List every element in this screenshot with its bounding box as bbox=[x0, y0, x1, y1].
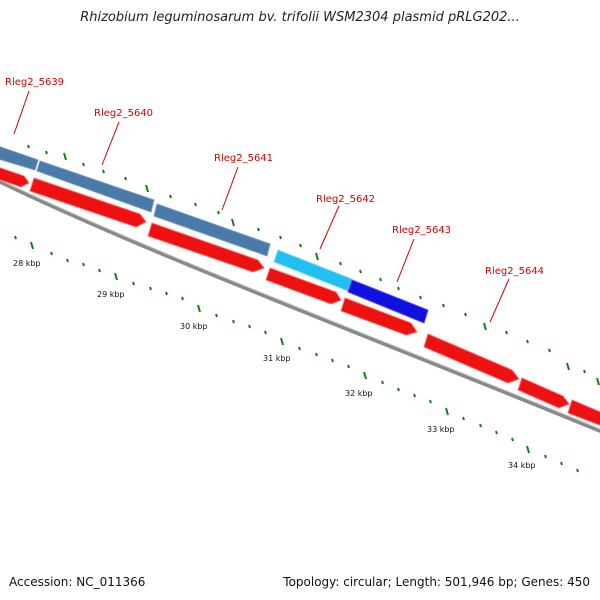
gene-red-1[interactable] bbox=[0, 166, 30, 188]
lower-ticks bbox=[14, 235, 579, 473]
backbone-track bbox=[0, 179, 600, 434]
kbp-label: 31 kbp bbox=[263, 354, 291, 363]
gene-rleg2-5643[interactable] bbox=[347, 279, 429, 324]
map-title: Rhizobium leguminosarum bv. trifolii WSM… bbox=[80, 10, 520, 25]
kbp-label: 34 kbp bbox=[508, 461, 536, 470]
gene-red-5[interactable] bbox=[340, 297, 418, 336]
gene-red-6[interactable] bbox=[423, 333, 520, 384]
gene-label[interactable]: Rleg2_5642 bbox=[316, 194, 375, 205]
backbone-highlight bbox=[0, 179, 600, 430]
gene-red-4[interactable] bbox=[265, 267, 342, 305]
kbp-label: 28 kbp bbox=[13, 259, 41, 268]
reverse-strand-genes bbox=[0, 166, 600, 429]
gene-label[interactable]: Rleg2_5641 bbox=[214, 153, 273, 164]
gene-rleg2-5641[interactable] bbox=[153, 203, 271, 257]
kbp-label: 33 kbp bbox=[427, 425, 455, 434]
forward-strand-genes bbox=[0, 145, 429, 324]
gene-rleg2-5639[interactable] bbox=[0, 145, 39, 171]
gene-label-group: Rleg2_5639 Rleg2_5640 Rleg2_5641 Rleg2_5… bbox=[5, 77, 544, 277]
upper-ticks bbox=[27, 144, 600, 386]
gene-red-3[interactable] bbox=[147, 222, 265, 273]
gene-red-7[interactable] bbox=[517, 377, 570, 409]
gene-label[interactable]: Rleg2_5639 bbox=[5, 77, 64, 88]
kbp-label: 32 kbp bbox=[345, 389, 373, 398]
kbp-label-group: 28 kbp 29 kbp 30 kbp 31 kbp 32 kbp 33 kb… bbox=[13, 259, 536, 470]
gene-red-8[interactable] bbox=[567, 399, 600, 429]
genome-stats-text: Topology: circular; Length: 501,946 bp; … bbox=[283, 575, 590, 589]
gene-label[interactable]: Rleg2_5643 bbox=[392, 225, 451, 236]
accession-text: Accession: NC_011366 bbox=[9, 575, 146, 589]
gene-callouts bbox=[13, 90, 510, 323]
gene-label[interactable]: Rleg2_5640 bbox=[94, 108, 153, 119]
gene-label[interactable]: Rleg2_5644 bbox=[485, 266, 544, 277]
gene-rleg2-5640[interactable] bbox=[36, 160, 155, 213]
kbp-label: 30 kbp bbox=[180, 322, 208, 331]
gene-red-2[interactable] bbox=[29, 177, 147, 228]
kbp-label: 29 kbp bbox=[97, 290, 125, 299]
